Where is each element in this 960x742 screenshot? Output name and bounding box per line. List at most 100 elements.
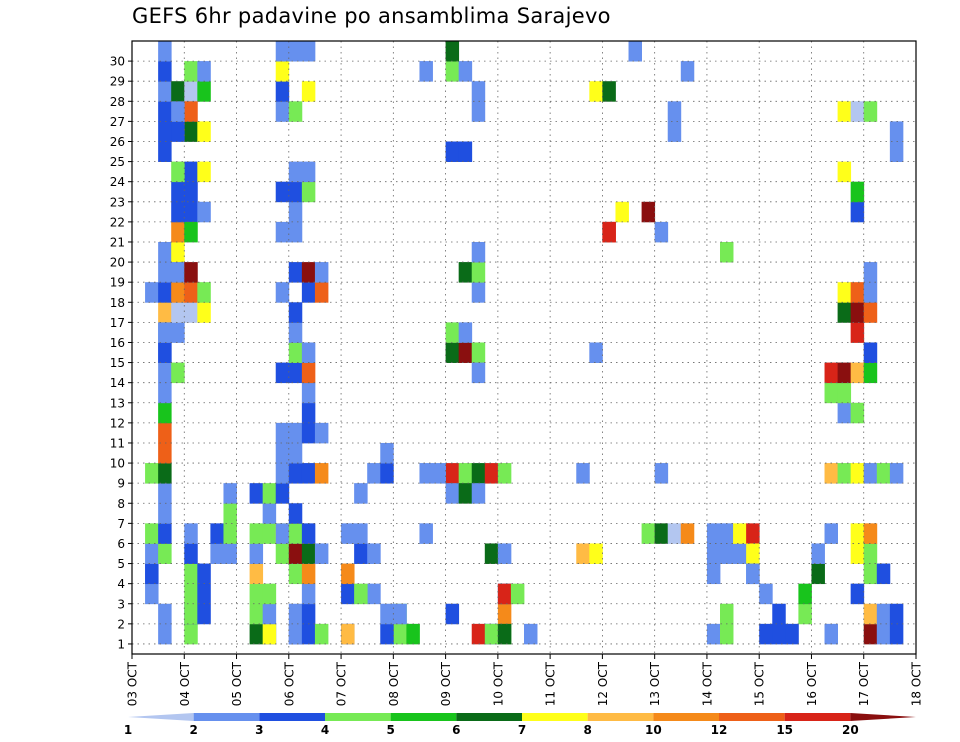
y-tick-label: 18: [110, 296, 125, 310]
precip-cell: [249, 483, 264, 504]
precip-cell: [223, 503, 237, 524]
precip-cell: [824, 523, 838, 544]
precip-cell: [301, 623, 316, 645]
precip-cell: [288, 221, 303, 243]
precip-cell: [158, 41, 172, 62]
precip-cell: [158, 322, 172, 343]
precip-cell: [158, 402, 172, 424]
precip-cell: [314, 623, 329, 645]
precip-cell: [184, 543, 198, 564]
precip-cell: [471, 241, 486, 263]
precip-cell: [158, 623, 172, 645]
y-tick-label: 23: [110, 195, 125, 209]
precip-cell: [798, 603, 812, 625]
precip-cell: [288, 503, 303, 524]
precip-cell: [301, 161, 316, 183]
precip-cell: [850, 583, 865, 605]
precip-cell: [288, 362, 303, 384]
precip-cell: [354, 543, 368, 564]
precip-cell: [863, 282, 878, 303]
precip-cell: [759, 623, 773, 645]
precip-cell: [850, 181, 865, 203]
colorbar-swatch: [128, 713, 194, 721]
precip-cell: [301, 181, 316, 203]
grid-layer: [132, 41, 916, 654]
precip-cell: [680, 523, 695, 544]
precip-cell: [275, 61, 290, 82]
precip-cell: [171, 161, 185, 183]
precip-cell: [667, 101, 682, 122]
precip-cell: [288, 322, 303, 343]
precip-cell: [484, 623, 499, 645]
colorbar-swatch: [850, 713, 916, 721]
precip-cell: [171, 181, 185, 203]
precip-cell: [184, 262, 198, 283]
colorbar-swatch: [653, 713, 719, 721]
y-tick-label: 17: [110, 316, 125, 330]
y-tick-label: 21: [110, 235, 125, 249]
precip-cell: [811, 563, 825, 585]
x-tick-label: 18 OCT: [910, 661, 924, 706]
precip-cell: [654, 463, 669, 484]
y-tick-label: 12: [110, 416, 125, 430]
precip-cell: [288, 101, 303, 122]
precip-cell: [288, 563, 303, 585]
precip-cell: [301, 422, 316, 444]
precip-cell: [341, 523, 355, 544]
precip-cell: [889, 463, 904, 484]
precip-cell: [641, 201, 656, 223]
precip-cell: [158, 342, 172, 363]
y-tick-label: 30: [110, 55, 125, 69]
precip-cell: [158, 503, 172, 524]
precip-cell: [158, 442, 172, 464]
precip-cell: [275, 101, 290, 122]
precip-cell: [145, 282, 159, 303]
precip-cell: [158, 121, 172, 142]
precip-cell: [445, 141, 460, 162]
precip-cell: [354, 583, 368, 605]
x-tick-label: 14 OCT: [700, 661, 714, 706]
precip-cell: [158, 362, 172, 384]
x-tick-label: 10 OCT: [491, 661, 505, 706]
precip-cell: [210, 543, 224, 564]
precip-cell: [301, 262, 316, 283]
precip-cell: [589, 543, 603, 564]
precip-cell: [837, 161, 852, 183]
precip-cell: [171, 241, 185, 263]
precip-cell: [288, 603, 303, 625]
precip-cell: [811, 543, 825, 564]
precip-cell: [876, 563, 891, 585]
precip-cell: [863, 563, 878, 585]
y-tick-label: 11: [110, 436, 125, 450]
precip-cell: [197, 201, 211, 223]
precip-cell: [262, 523, 277, 544]
precip-cell: [301, 41, 316, 62]
precip-cell: [197, 603, 211, 625]
precip-cell: [733, 523, 747, 544]
precip-cell: [301, 523, 316, 544]
y-tick-label: 14: [110, 376, 125, 390]
precip-cell: [341, 563, 355, 585]
precip-cell: [158, 382, 172, 404]
precip-cell: [889, 623, 904, 645]
x-tick-label: 13 OCT: [648, 661, 662, 706]
y-tick-label: 22: [110, 215, 125, 229]
colorbar-label: 4: [321, 723, 329, 737]
precip-cell: [850, 463, 865, 484]
precip-cell: [158, 483, 172, 504]
precip-cell: [458, 483, 473, 504]
precip-cell: [367, 463, 381, 484]
precip-cell: [759, 583, 773, 605]
precip-cell: [733, 543, 747, 564]
precip-cell: [184, 161, 198, 183]
precip-cell: [798, 583, 812, 605]
precip-cell: [850, 362, 865, 384]
precip-cell: [275, 282, 290, 303]
precip-cell: [275, 362, 290, 384]
precip-cell: [589, 342, 603, 363]
precip-cell: [824, 382, 838, 404]
precip-cell: [301, 402, 316, 424]
precip-cell: [471, 101, 486, 122]
precip-cell: [837, 362, 852, 384]
